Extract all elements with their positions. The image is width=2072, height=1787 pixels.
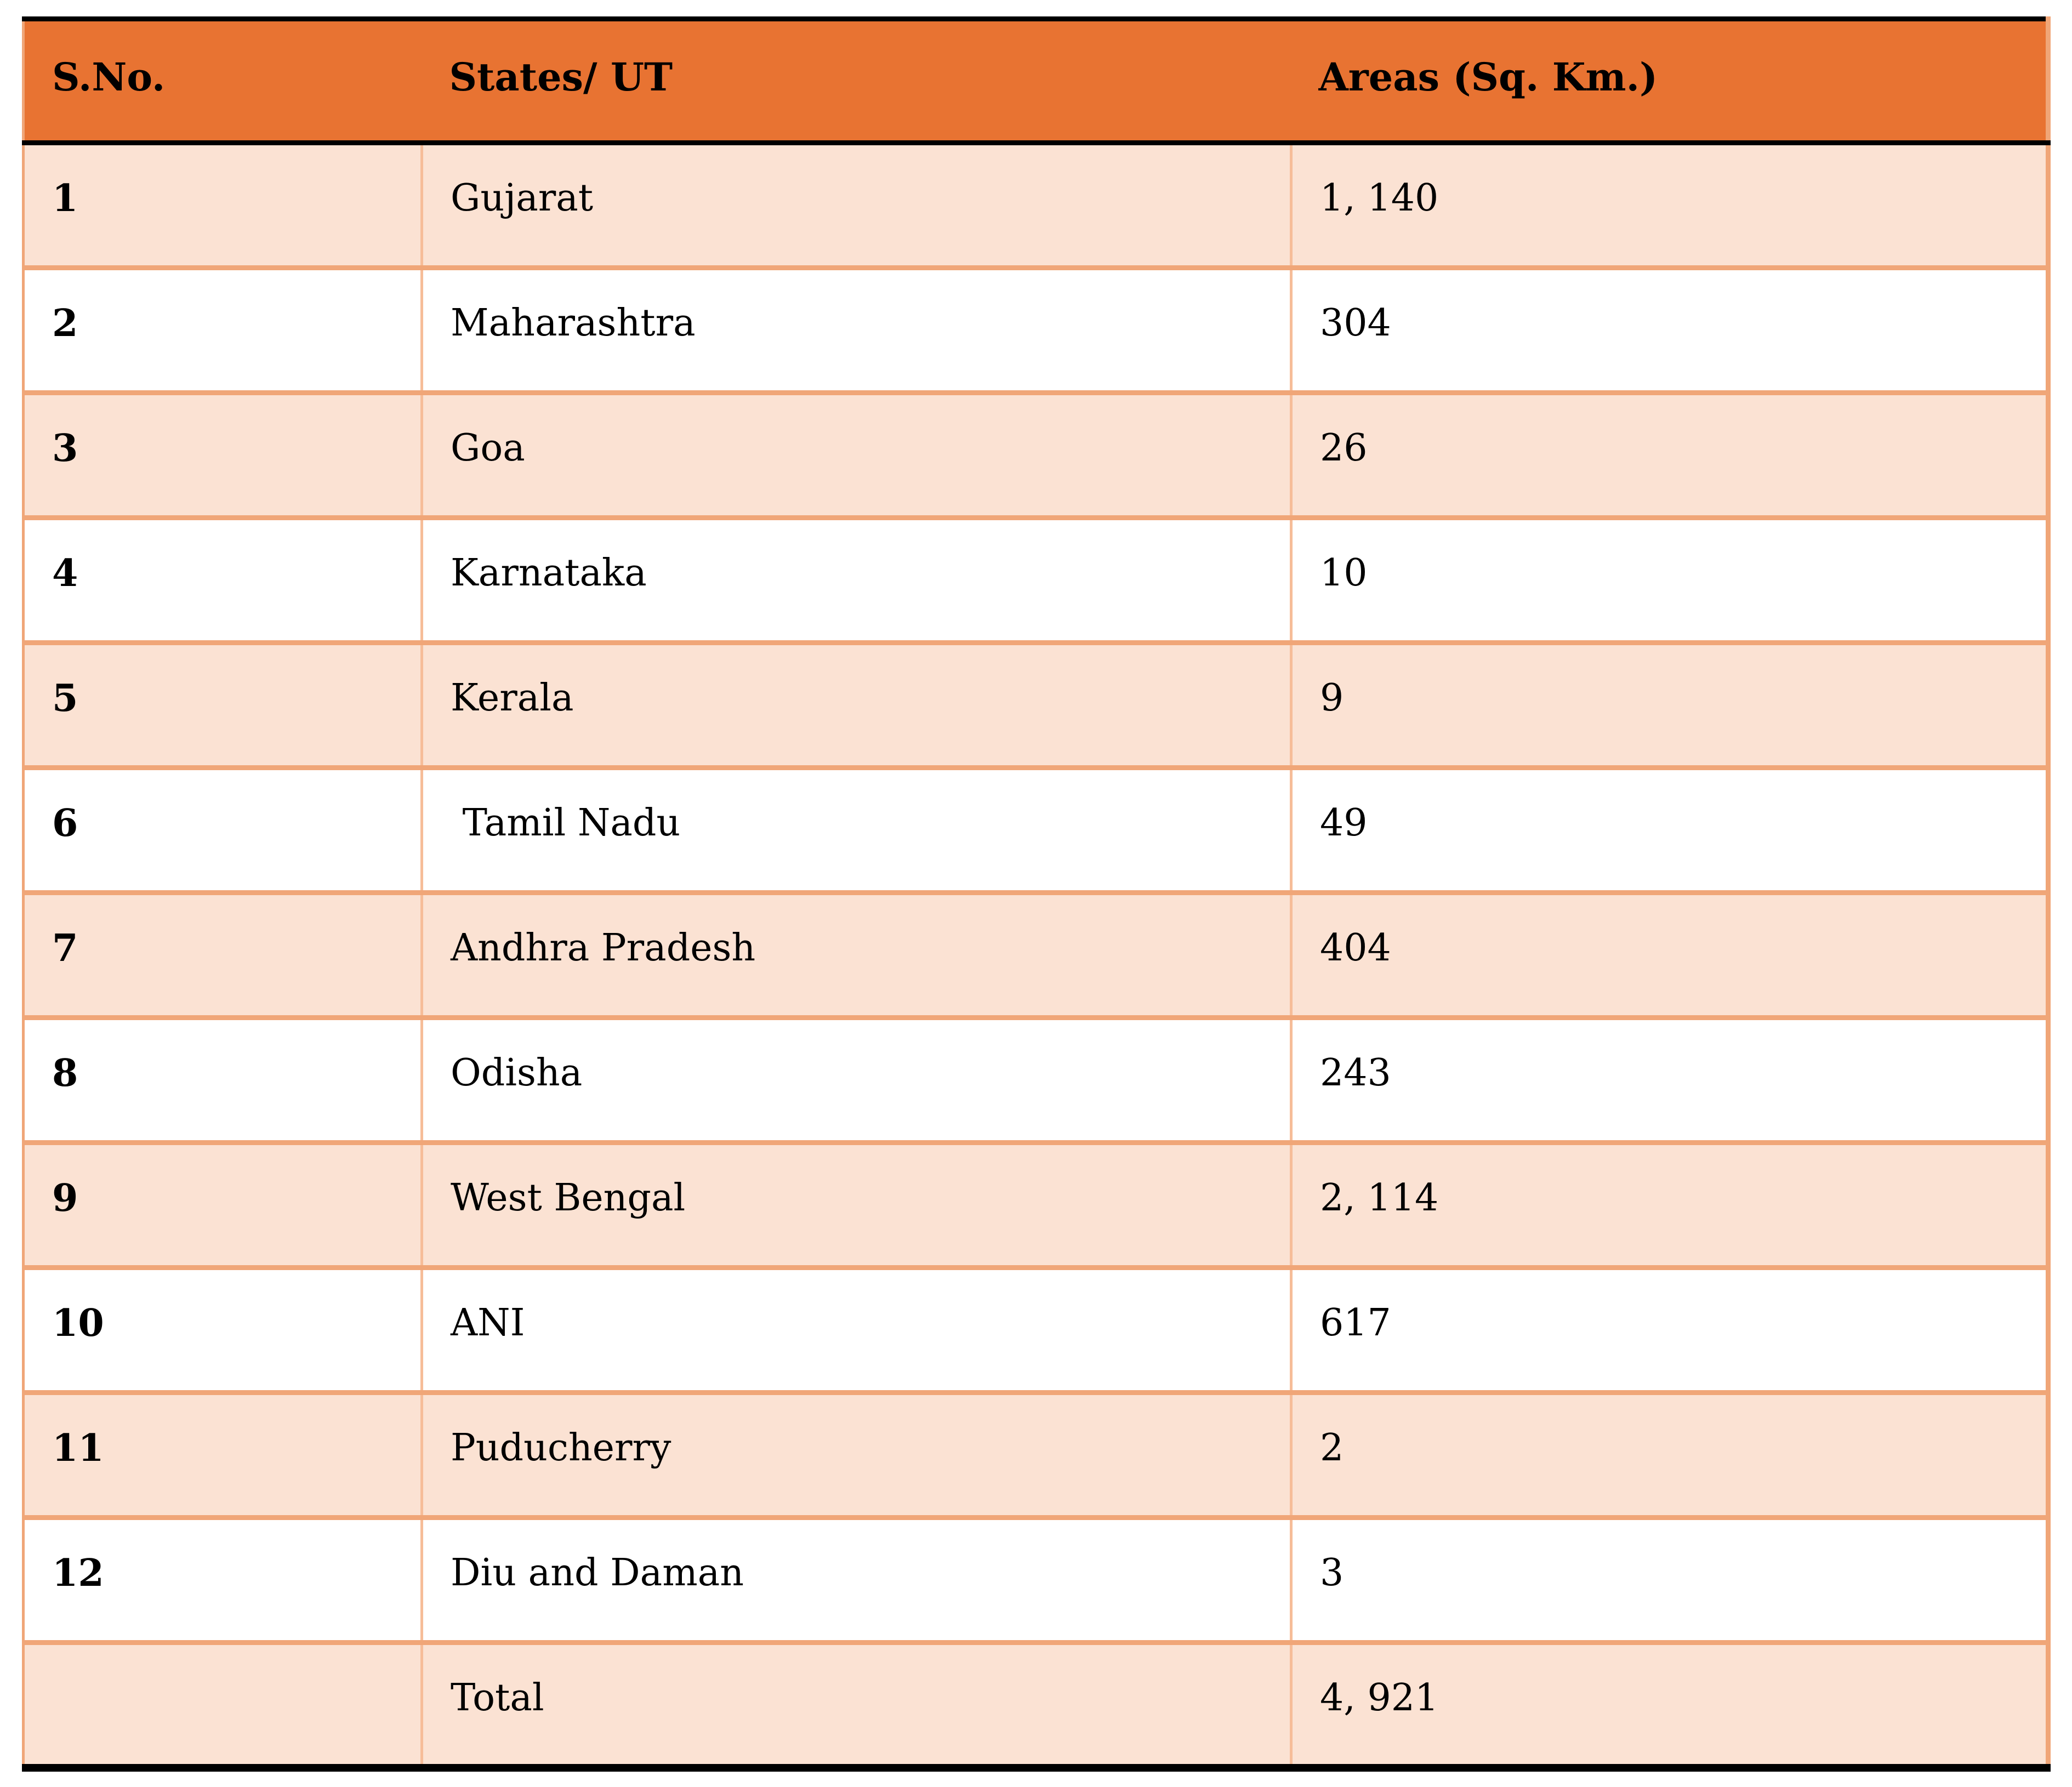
header-row: S.No. States/ UT Areas (Sq. Km.)	[23, 19, 2048, 145]
cell-area-value: 304	[1290, 265, 2048, 393]
table-row: 4 Karnataka 10	[23, 515, 2048, 643]
table-row: 2 Maharashtra 304	[23, 265, 2048, 393]
table-row: 5 Kerala 9	[23, 640, 2048, 768]
table-row: 8 Odisha 243	[23, 1015, 2048, 1143]
cell-state-name: Kerala	[420, 640, 1291, 768]
table-body: 1 Gujarat 1, 140 2 Maharashtra 304 3 Goa…	[23, 143, 2048, 1768]
states-areas-table: S.No. States/ UT Areas (Sq. Km.) 1 Gujar…	[22, 16, 2051, 1772]
cell-area-value: 4, 921	[1290, 1640, 2048, 1768]
table-row: 9 West Bengal 2, 114	[23, 1140, 2048, 1268]
cell-state-name: Odisha	[420, 1015, 1291, 1143]
cell-area-value: 26	[1290, 390, 2048, 518]
cell-serial-number: 9	[23, 1140, 422, 1268]
cell-serial-number: 11	[23, 1390, 422, 1518]
cell-serial-number: 8	[23, 1015, 422, 1143]
table-header: S.No. States/ UT Areas (Sq. Km.)	[23, 19, 2048, 145]
cell-area-value: 9	[1290, 640, 2048, 768]
table-row-total: Total 4, 921	[23, 1640, 2048, 1768]
cell-serial-number: 12	[23, 1515, 422, 1643]
cell-area-value: 2	[1290, 1390, 2048, 1518]
cell-area-value: 2, 114	[1290, 1140, 2048, 1268]
cell-state-name: Puducherry	[420, 1390, 1291, 1518]
cell-serial-number: 4	[23, 515, 422, 643]
table-row: 12 Diu and Daman 3	[23, 1515, 2048, 1643]
cell-area-value: 1, 140	[1290, 143, 2048, 268]
table-row: 3 Goa 26	[23, 390, 2048, 518]
cell-serial-number: 6	[23, 765, 422, 893]
header-cell-areas: Areas (Sq. Km.)	[1291, 19, 2048, 145]
cell-serial-number: 2	[23, 265, 422, 393]
cell-state-name: Goa	[420, 390, 1291, 518]
cell-state-name: Maharashtra	[420, 265, 1291, 393]
table-row: 7 Andhra Pradesh 404	[23, 890, 2048, 1018]
cell-state-name: Karnataka	[420, 515, 1291, 643]
cell-serial-number: 10	[23, 1265, 422, 1393]
cell-state-name: Diu and Daman	[420, 1515, 1291, 1643]
table-row: 6 Tamil Nadu 49	[23, 765, 2048, 893]
cell-area-value: 10	[1290, 515, 2048, 643]
cell-area-value: 49	[1290, 765, 2048, 893]
cell-area-value: 243	[1290, 1015, 2048, 1143]
cell-state-name: Gujarat	[420, 143, 1291, 268]
table-row: 1 Gujarat 1, 140	[23, 143, 2048, 268]
header-cell-states: States/ UT	[422, 19, 1291, 145]
cell-serial-number: 5	[23, 640, 422, 768]
cell-state-name: Total	[420, 1640, 1291, 1768]
cell-area-value: 404	[1290, 890, 2048, 1018]
table-row: 10 ANI 617	[23, 1265, 2048, 1393]
cell-state-name: Andhra Pradesh	[420, 890, 1291, 1018]
cell-state-name: Tamil Nadu	[420, 765, 1291, 893]
header-cell-sno: S.No.	[23, 19, 422, 145]
cell-state-name: ANI	[420, 1265, 1291, 1393]
cell-area-value: 617	[1290, 1265, 2048, 1393]
table-row: 11 Puducherry 2	[23, 1390, 2048, 1518]
cell-state-name: West Bengal	[420, 1140, 1291, 1268]
cell-area-value: 3	[1290, 1515, 2048, 1643]
cell-serial-number: 7	[23, 890, 422, 1018]
cell-serial-number: 3	[23, 390, 422, 518]
cell-serial-number: 1	[23, 143, 422, 268]
cell-serial-number	[23, 1640, 422, 1768]
